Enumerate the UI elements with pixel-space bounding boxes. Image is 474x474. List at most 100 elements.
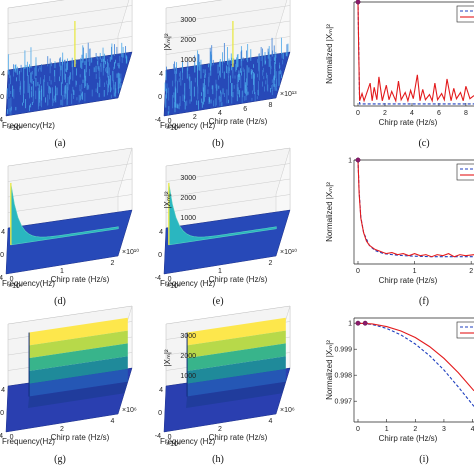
x-axis-label: Chirp rate (Hz/s) xyxy=(379,434,438,443)
x-tick-label: 4 xyxy=(110,418,114,425)
surface-base-band xyxy=(28,381,128,409)
panel-caption: (b) xyxy=(212,138,224,149)
panel-caption: (f) xyxy=(419,296,429,307)
surface-band xyxy=(187,356,286,384)
peak-marker xyxy=(355,157,361,163)
y-tick-label: 4 xyxy=(159,229,163,236)
y-axis-label: Normalized |Xₘ|² xyxy=(325,24,334,84)
x-tick-label: 0 xyxy=(356,426,360,433)
x-exponent: ×10⁶ xyxy=(280,407,295,414)
x-tick-label: 0 xyxy=(168,276,172,283)
legend-box xyxy=(456,163,474,181)
line-panel-f: 0 1 2 1 Normalized |Xₘ|² Chirp rate (Hz/s) (f) xyxy=(325,157,474,307)
line-panel-c: 0 2 4 6 8 Normalized |Xₘ|² Chirp rate (Hz/s) (c… xyxy=(325,0,474,149)
y-tick-label: 0 xyxy=(158,410,162,417)
legend-box xyxy=(456,321,474,339)
x-tick-label: 4 xyxy=(410,110,414,117)
panel-caption: (c) xyxy=(418,138,429,149)
panel-caption: (d) xyxy=(54,296,66,307)
x-axis-label: Chirp rate (Hz/s) xyxy=(379,118,438,127)
legend-box xyxy=(456,5,474,23)
z-tick-label: 2000 xyxy=(180,37,196,44)
plot-area xyxy=(354,2,474,106)
x-tick-label: 2 xyxy=(469,268,473,275)
peak-marker xyxy=(355,320,361,326)
panel-caption: (h) xyxy=(212,454,224,465)
y-tick-label: 0.997 xyxy=(334,399,352,406)
x-tick-label: 0 xyxy=(168,118,172,125)
surface-floor xyxy=(5,209,133,275)
x-tick-label: 4 xyxy=(471,426,474,433)
grid-line xyxy=(7,163,133,182)
grid-line xyxy=(165,5,291,24)
x-tick-label: 2 xyxy=(193,114,197,121)
x-axis-label: Chirp rate (Hz/s) xyxy=(51,275,110,284)
z-axis-label: |Xₘ|² xyxy=(163,33,172,50)
decaying-ridge xyxy=(10,182,119,246)
y-tick-label: -4 xyxy=(155,117,161,124)
x-tick-label: 1 xyxy=(385,426,389,433)
x-tick-label: 0 xyxy=(356,110,360,117)
plot-area xyxy=(354,318,474,422)
x-tick-label: 0 xyxy=(168,434,172,441)
surface-band xyxy=(29,369,128,397)
grid-line xyxy=(165,178,291,198)
surface-band xyxy=(29,343,128,371)
x-exponent: ×10⁶ xyxy=(122,407,137,414)
x-tick-label: 2 xyxy=(110,260,114,267)
x-tick-label: 1 xyxy=(60,268,64,275)
surface-band xyxy=(187,343,286,371)
y-exponent: ×10⁶ xyxy=(166,283,181,290)
y-tick-label: 0 xyxy=(158,252,162,259)
surface-band xyxy=(29,317,128,346)
y-tick-label: 1 xyxy=(348,321,352,328)
y-tick-label: -4 xyxy=(0,117,3,124)
y-tick-label: 4 xyxy=(159,71,163,78)
surface-band xyxy=(29,356,128,384)
y-tick-label: 4 xyxy=(1,71,5,78)
y-exponent: ×10⁶ xyxy=(8,283,23,290)
x-axis-label: Chirp rate (Hz/s) xyxy=(209,275,268,284)
y-tick-label: 0.999 xyxy=(334,347,352,354)
z-axis-label: |Xₘ|² xyxy=(163,349,172,366)
z-tick-label: 1000 xyxy=(180,373,196,380)
grid-line xyxy=(165,20,291,40)
y-tick-label: -4 xyxy=(155,275,161,282)
panel-caption: (e) xyxy=(212,296,223,307)
y-tick-label: 0.998 xyxy=(334,373,352,380)
x-exponent: ×10¹⁰ xyxy=(280,248,297,256)
x-tick-label: 2 xyxy=(413,426,417,433)
x-tick-label: 4 xyxy=(218,110,222,117)
x-axis-label: Chirp rate (Hz/s) xyxy=(51,433,110,442)
x-tick-label: 6 xyxy=(437,110,441,117)
surface-band xyxy=(29,330,128,359)
surface-floor xyxy=(163,209,291,275)
z-axis-label: |Xₘ|² xyxy=(163,191,172,208)
y-axis-label: Frequency(Hz) xyxy=(2,279,55,288)
x-exponent: ×10¹⁰ xyxy=(122,248,139,256)
y-tick-label: 0 xyxy=(0,252,4,259)
x-tick-label: 2 xyxy=(268,260,272,267)
y-tick-label: -4 xyxy=(0,275,3,282)
y-tick-label: -4 xyxy=(0,433,3,440)
z-tick-label: 2000 xyxy=(180,195,196,202)
x-tick-label: 8 xyxy=(268,102,272,109)
x-axis-label: Chirp rate (Hz/s) xyxy=(379,276,438,285)
grid-line xyxy=(7,5,133,24)
grid-line xyxy=(7,36,133,55)
y-tick-label: 0 xyxy=(158,94,162,101)
x-tick-label: 0 xyxy=(10,276,14,283)
y-axis-label: Frequency (Hz) xyxy=(160,121,215,130)
plot-area xyxy=(354,160,474,264)
surface-band xyxy=(187,369,286,397)
z-tick-label: 1000 xyxy=(180,215,196,222)
y-tick-label: 1 xyxy=(348,158,352,165)
x-axis-label: Chirp rate (Hz/s) xyxy=(209,117,268,126)
grid-line xyxy=(165,194,291,213)
surface-floor xyxy=(163,51,291,117)
